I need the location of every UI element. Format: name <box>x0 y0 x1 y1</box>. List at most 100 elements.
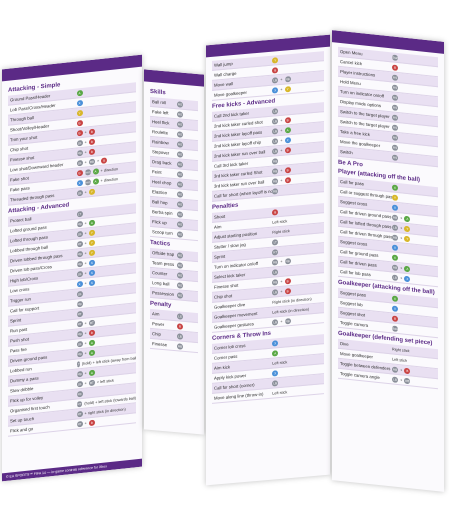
plus-sign: + <box>280 117 283 123</box>
controller-button-icon: RT <box>88 379 95 386</box>
controller-button-icon: B <box>284 116 291 124</box>
controller-button-icon: B <box>284 277 291 285</box>
plus-sign: + <box>400 265 403 271</box>
control-keys: RS <box>176 170 198 179</box>
plus-sign: + <box>280 278 283 284</box>
plus-sign: + <box>84 240 87 246</box>
controller-button-icon: R3 <box>76 390 83 398</box>
controller-button-icon: RS <box>176 150 183 158</box>
control-keys: RS <box>176 251 198 260</box>
controller-button-icon: B <box>88 138 95 145</box>
control-label: Call for short (when layoff is not possi… <box>214 188 273 199</box>
controller-button-icon: LB <box>76 290 83 298</box>
controller-button-icon: A <box>404 265 411 272</box>
key-description: Left stick <box>392 356 407 363</box>
controller-button-icon: B <box>392 314 398 322</box>
control-label: Roulette <box>152 129 169 136</box>
control-keys: RS <box>176 281 198 290</box>
controller-button-icon: B <box>88 128 95 135</box>
controller-button-icon: RS <box>392 83 398 91</box>
control-keys: LB + RB <box>392 375 438 387</box>
controller-button-icon: LB <box>272 318 279 326</box>
controller-button-icon: LT <box>272 238 279 246</box>
control-keys: LS <box>176 312 198 321</box>
control-keys: Back <box>392 324 438 336</box>
controller-button-icon: LB <box>76 270 83 278</box>
controller-button-icon: LB <box>272 137 279 145</box>
controller-button-icon: B <box>272 66 279 74</box>
control-keys: RS <box>176 180 198 189</box>
control-label: Possession <box>152 290 174 297</box>
control-keys: RS <box>176 120 198 129</box>
controller-button-icon: RB <box>76 370 83 378</box>
controller-button-icon: RT <box>76 310 83 318</box>
controller-button-icon: RS <box>392 123 398 131</box>
controller-button-icon: then <box>84 168 91 176</box>
control-keys: RB <box>272 184 324 195</box>
controller-button-icon: RS <box>176 110 183 118</box>
controller-button-icon: RS <box>176 251 183 259</box>
controller-button-icon: RT <box>88 319 95 326</box>
controller-button-icon: LB <box>272 76 279 84</box>
controller-button-icon: LT <box>76 210 83 218</box>
controller-button-icon: B <box>88 148 95 155</box>
controller-button-icon: RS <box>176 220 183 228</box>
control-label: Feint <box>152 169 162 175</box>
controller-button-icon: B <box>88 329 95 336</box>
control-label: Counter <box>152 270 168 277</box>
controller-button-icon: LB <box>76 139 83 147</box>
controller-button-icon: RS <box>176 291 183 299</box>
panel-content: Skills Ball roll RS Fake left RS Heel flick RS… <box>144 81 204 357</box>
controller-button-icon: RT <box>76 410 83 418</box>
control-keys: RS <box>176 230 198 239</box>
controller-button-icon: Y <box>404 225 411 232</box>
controller-button-icon: Y <box>88 239 95 246</box>
controller-button-icon: RS <box>176 100 183 108</box>
control-keys: Left stick <box>272 387 324 395</box>
control-keys: LB <box>176 332 198 341</box>
controller-button-icon: RS <box>176 210 183 218</box>
controller-button-icon: A <box>88 219 95 226</box>
controller-button-icon: RS <box>176 190 183 198</box>
plus-sign: + <box>96 158 100 164</box>
key-description: Left stick (in direction) <box>272 306 310 315</box>
control-keys: LB + RB <box>272 315 324 326</box>
plus-sign: + <box>400 367 403 373</box>
controller-button-icon: RT <box>76 240 83 248</box>
controller-button-icon: B <box>88 419 95 426</box>
controller-button-icon: RS <box>392 143 398 151</box>
controller-button-icon: RB <box>176 342 183 350</box>
plus-sign: + <box>280 127 283 133</box>
controller-button-icon: LB <box>76 230 83 238</box>
controller-button-icon: LS <box>176 312 183 320</box>
controller-button-icon: A <box>404 215 411 222</box>
controller-button-icon: X <box>88 259 95 266</box>
controller-button-icon: RS <box>176 230 183 238</box>
controller-button-icon: RB <box>284 257 291 265</box>
control-keys: RS <box>392 153 438 165</box>
controller-button-icon: RB <box>76 250 83 258</box>
control-label: Heel flick <box>152 119 170 126</box>
plus-sign: + <box>280 318 283 324</box>
plus-sign: + <box>84 129 87 135</box>
controller-button-icon: RS <box>392 133 398 141</box>
controller-button-icon: RB <box>272 278 279 286</box>
control-keys: RS <box>176 110 198 119</box>
plus-sign: + <box>84 139 87 145</box>
control-keys: RS <box>176 100 198 109</box>
plus-sign: + <box>84 280 87 286</box>
controller-button-icon: X <box>404 275 411 282</box>
control-label: Aim <box>152 311 160 317</box>
control-label: Heel chop <box>152 179 172 186</box>
controller-button-icon: RB <box>404 377 411 384</box>
plus-sign: + <box>400 235 403 241</box>
control-label: Berba spin <box>152 209 173 216</box>
controller-button-icon: RB <box>76 350 83 358</box>
controller-button-icon: RS <box>176 160 183 168</box>
controller-button-icon: Y <box>284 85 291 93</box>
controller-button-icon: B <box>101 156 108 164</box>
controller-button-icon: X <box>392 304 398 312</box>
controller-button-icon: Y <box>88 188 95 195</box>
controller-button-icon: A <box>272 349 279 357</box>
controller-button-icon: LB <box>392 273 398 281</box>
